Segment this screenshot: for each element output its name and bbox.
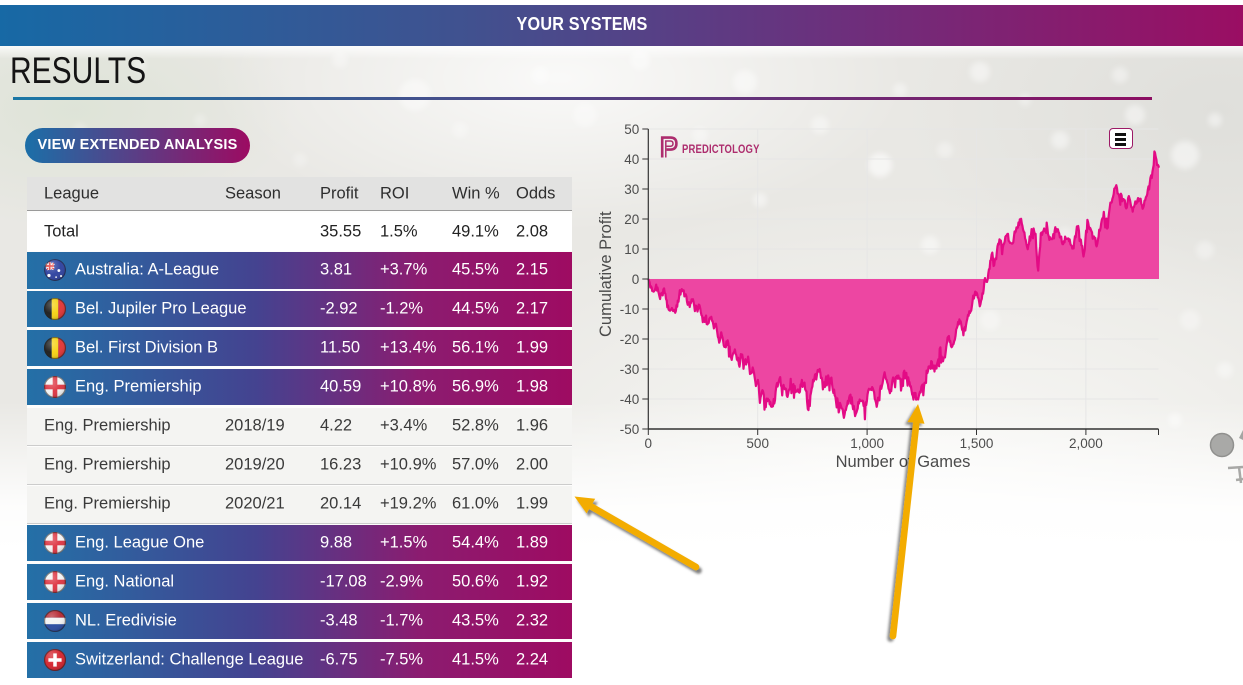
svg-text:Number of Games: Number of Games	[836, 453, 971, 471]
svg-text:1,000: 1,000	[850, 436, 884, 451]
svg-text:-10: -10	[620, 302, 640, 317]
svg-text:-20: -20	[620, 332, 640, 347]
svg-text:-50: -50	[620, 422, 640, 437]
svg-text:30: 30	[624, 182, 639, 197]
svg-text:1,500: 1,500	[960, 436, 994, 451]
svg-text:20: 20	[624, 212, 639, 227]
svg-text:50: 50	[624, 122, 639, 137]
svg-text:500: 500	[746, 436, 769, 451]
svg-text:10: 10	[624, 242, 639, 257]
svg-text:0: 0	[645, 436, 653, 451]
svg-text:2,000: 2,000	[1069, 436, 1103, 451]
svg-text:0: 0	[632, 272, 640, 287]
svg-text:40: 40	[624, 152, 639, 167]
svg-text:-40: -40	[620, 392, 640, 407]
svg-text:-30: -30	[620, 362, 640, 377]
